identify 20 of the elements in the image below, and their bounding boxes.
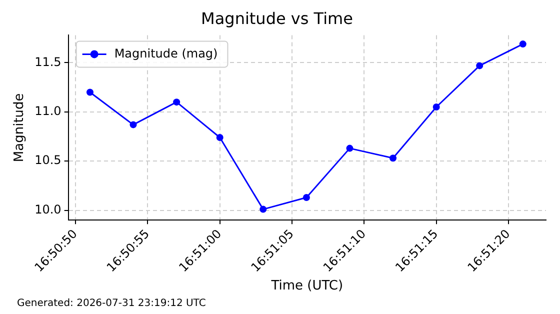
point bbox=[130, 121, 137, 128]
x-axis-title: Time (UTC) bbox=[270, 278, 344, 294]
y-tick-label: 11.0 bbox=[34, 104, 62, 118]
legend-label: Magnitude (mag) bbox=[114, 46, 218, 60]
point bbox=[390, 154, 397, 162]
point bbox=[260, 206, 267, 213]
y-tick-label: 11.5 bbox=[34, 54, 62, 69]
point bbox=[519, 40, 526, 48]
y-tick-label: 10.5 bbox=[34, 153, 62, 168]
point bbox=[216, 134, 224, 141]
point bbox=[86, 88, 94, 96]
point bbox=[173, 98, 180, 106]
point bbox=[302, 194, 310, 201]
chart-title: Magnitude vs Time bbox=[201, 8, 353, 28]
text: Generated: 2026-07-31 23:19:12 UTC bbox=[17, 298, 206, 309]
point bbox=[476, 62, 484, 70]
y-axis-title: Magnitude bbox=[12, 93, 28, 162]
point bbox=[346, 144, 354, 152]
point bbox=[432, 104, 440, 110]
y-tick-label: 10.0 bbox=[34, 202, 62, 216]
